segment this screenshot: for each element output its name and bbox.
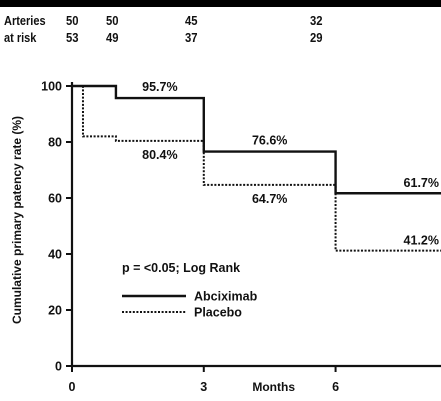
data-label: 76.6% <box>252 134 287 148</box>
x-tick-label: 0 <box>69 380 76 394</box>
y-tick-label: 80 <box>48 136 62 150</box>
axes: 0 20 40 60 80 100 0 3 6 Months Cumulative primary … <box>10 80 441 394</box>
annotation-text: p = <0.05; Log Rank <box>122 261 240 275</box>
risk-value-placebo-1: 49 <box>106 31 119 45</box>
risk-value-abciximab-0: 50 <box>66 14 79 28</box>
y-tick-label: 20 <box>48 304 62 318</box>
x-tick-label: 3 <box>200 380 207 394</box>
x-tick-label: 6 <box>332 380 339 394</box>
series-layer <box>72 84 441 252</box>
data-label: 80.4% <box>142 148 177 162</box>
series-line-placebo <box>72 85 441 252</box>
risk-value-placebo-6: 29 <box>310 31 323 45</box>
risk-value-placebo-0: 53 <box>66 31 79 45</box>
data-labels-layer: 95.7% 80.4% 76.6% 64.7% 61.7% 41.2% <box>142 80 439 248</box>
risk-table-label-at-risk: at risk <box>4 31 37 45</box>
legend: p = <0.05; Log Rank Abciximab Placebo <box>122 261 258 320</box>
risk-value-abciximab-6: 32 <box>310 14 323 28</box>
legend-label-placebo: Placebo <box>194 306 242 320</box>
top-rule <box>0 0 441 7</box>
y-tick-label: 40 <box>48 248 62 262</box>
data-label: 95.7% <box>142 80 177 94</box>
y-tick-label: 60 <box>48 192 62 206</box>
risk-value-abciximab-1: 50 <box>106 14 119 28</box>
data-label: 64.7% <box>252 192 287 206</box>
legend-label-abciximab: Abciximab <box>194 290 258 304</box>
risk-value-placebo-3: 37 <box>185 31 198 45</box>
y-axis-title: Cumulative primary patency rate (%) <box>10 116 24 324</box>
x-axis-title: Months <box>252 380 295 394</box>
y-tick-label: 100 <box>41 80 62 94</box>
data-label: 41.2% <box>404 234 439 248</box>
data-label: 61.7% <box>404 176 439 190</box>
risk-table-label-arteries: Arteries <box>4 14 46 28</box>
risk-value-abciximab-3: 45 <box>185 14 198 28</box>
y-tick-label: 0 <box>55 360 62 374</box>
